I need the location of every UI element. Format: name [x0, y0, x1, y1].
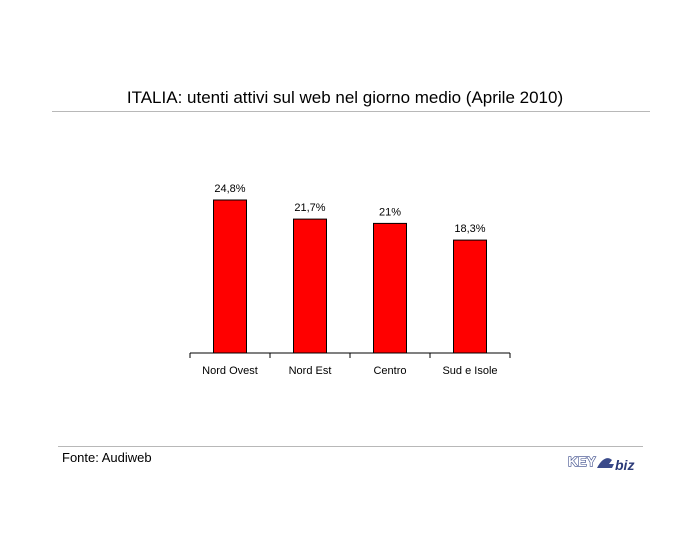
- bar-nord-ovest: [213, 199, 247, 354]
- data-label: 21%: [379, 206, 401, 218]
- logo-biz-text: biz: [615, 457, 634, 473]
- x-tick-label: Centro: [373, 365, 406, 377]
- x-tick-label: Sud e Isole: [442, 365, 497, 377]
- bar-centro: [373, 222, 407, 354]
- source-note: Fonte: Audiweb: [62, 450, 152, 465]
- logo-key-text: KEY: [568, 454, 596, 469]
- data-label: 18,3%: [454, 223, 485, 235]
- logo-swoosh-icon: [597, 458, 614, 468]
- x-tick-label: Nord Est: [289, 365, 332, 377]
- chart-title: ITALIA: utenti attivi sul web nel giorno…: [126, 88, 564, 107]
- title-divider: [52, 111, 650, 112]
- data-label: 21,7%: [294, 202, 325, 214]
- key4biz-logo: KEY biz: [567, 453, 634, 473]
- bar-nord-est: [293, 218, 327, 354]
- bar-sud-e-isole: [453, 239, 487, 354]
- footer-divider: [58, 446, 643, 447]
- x-tick-label: Nord Ovest: [202, 365, 258, 377]
- data-label: 24,8%: [214, 183, 245, 195]
